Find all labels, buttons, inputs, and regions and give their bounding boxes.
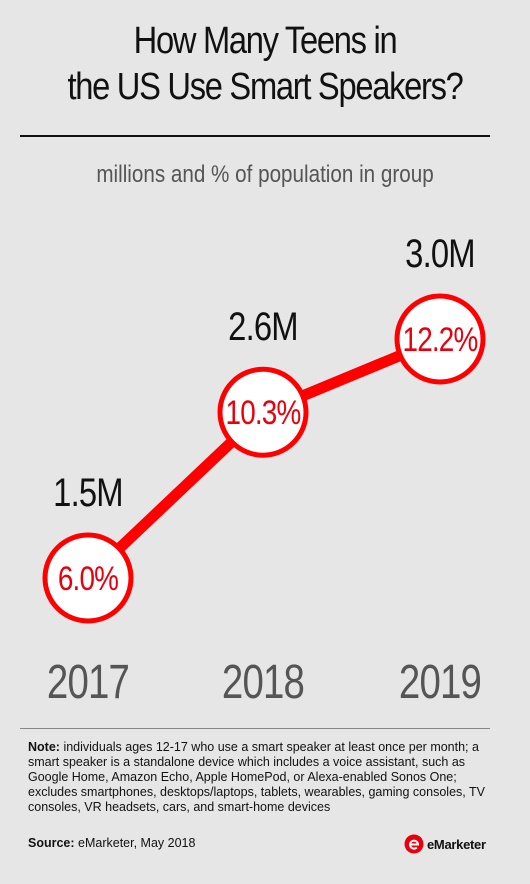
note-label: Note:: [28, 740, 60, 754]
chart-subtitle: millions and % of population in group: [96, 161, 434, 188]
percent-label: 12.2%: [403, 320, 478, 358]
percent-label: 10.3%: [226, 394, 301, 432]
source-text: eMarketer, May 2018: [78, 836, 196, 850]
brand-name: eMarketer: [427, 836, 486, 852]
title-line-2: the US Use Smart Speakers?: [67, 66, 463, 108]
count-label: 2.6M: [228, 304, 298, 349]
note-text: individuals ages 12-17 who use a smart s…: [28, 740, 485, 814]
chart-source: Source: eMarketer, May 2018: [28, 836, 328, 851]
footer-divider: [20, 728, 490, 729]
x-tick-label: 2017: [47, 656, 129, 709]
data-point-marker: [42, 532, 134, 624]
title-line-1: How Many Teens in: [133, 20, 398, 62]
data-point-marker: [394, 293, 486, 385]
chart-title: How Many Teens in the US Use Smart Speak…: [37, 18, 493, 110]
percent-label: 6.0%: [58, 559, 118, 597]
emarketer-logo-icon: [404, 834, 424, 854]
brand-logo: eMarketer: [404, 833, 486, 855]
data-point-marker: [217, 366, 309, 458]
count-label: 3.0M: [405, 231, 475, 276]
x-tick-label: 2018: [222, 656, 304, 709]
chart-marks: 6.0% 1.5M 2017 10.3% 2.6M 2018 12.2% 3.0M 2019: [42, 231, 486, 709]
x-tick-label: 2019: [399, 656, 481, 709]
title-divider: [20, 135, 490, 137]
chart-note: Note: individuals ages 12-17 who use a s…: [28, 740, 498, 815]
count-label: 1.5M: [53, 470, 123, 515]
source-label: Source:: [28, 836, 75, 850]
